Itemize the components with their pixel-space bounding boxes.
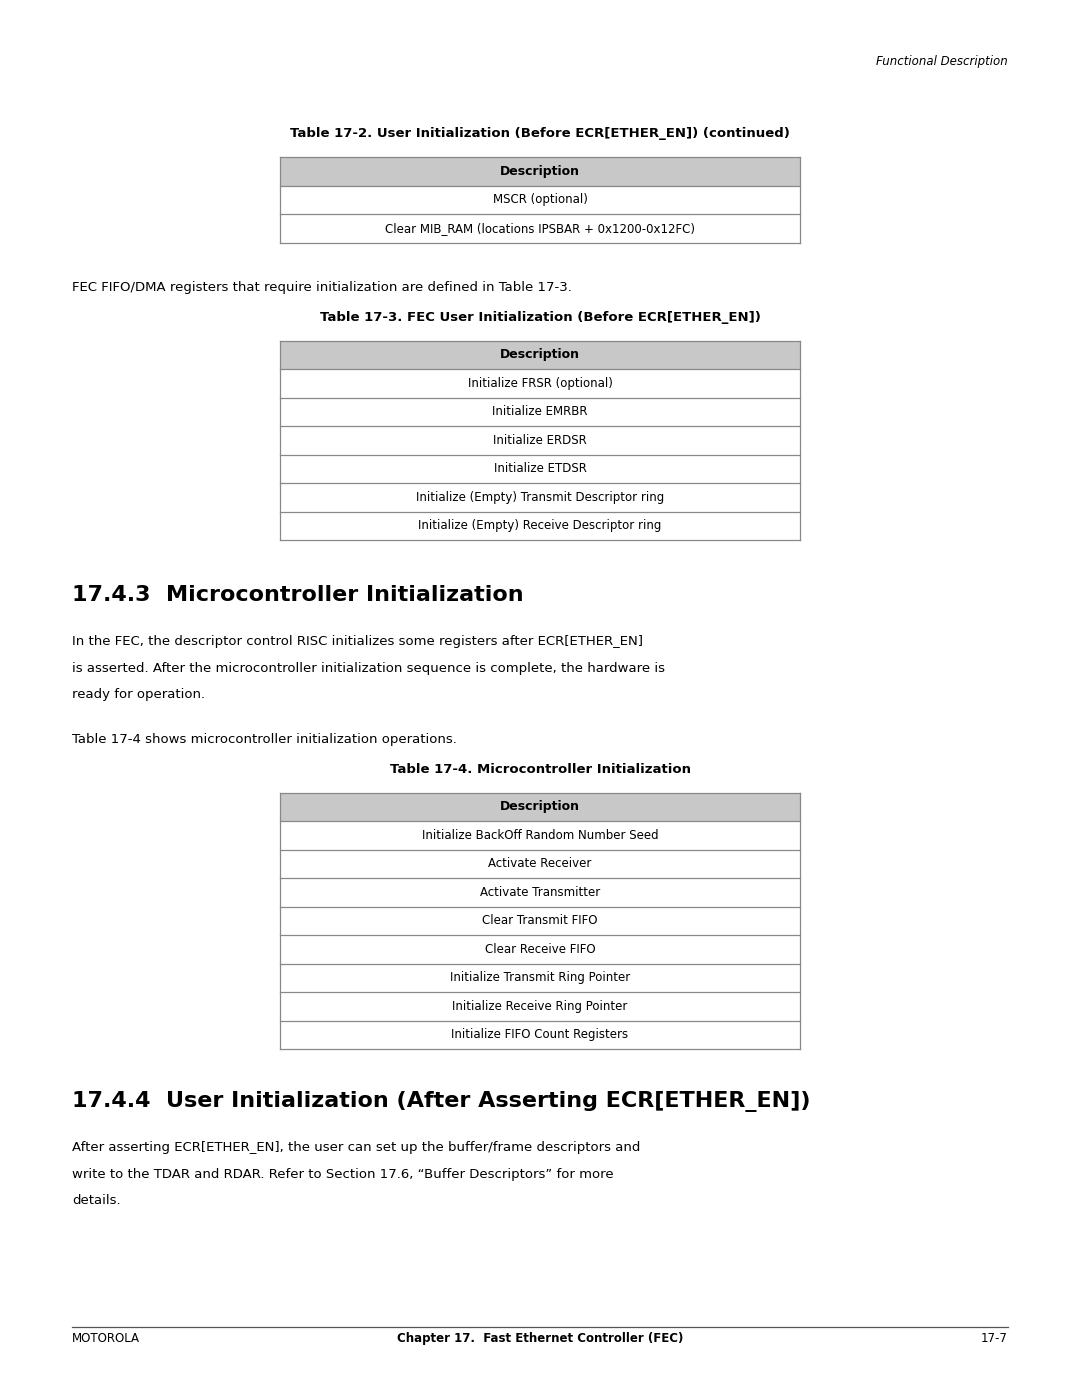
Text: MSCR (optional): MSCR (optional) bbox=[492, 193, 588, 207]
Text: 17.4.4  User Initialization (After Asserting ECR[ETHER_EN]): 17.4.4 User Initialization (After Assert… bbox=[72, 1091, 810, 1112]
Text: Initialize Transmit Ring Pointer: Initialize Transmit Ring Pointer bbox=[450, 971, 630, 985]
Text: Initialize EMRBR: Initialize EMRBR bbox=[492, 405, 588, 418]
Bar bbox=[281, 877, 799, 907]
Bar bbox=[281, 964, 799, 992]
Text: details.: details. bbox=[72, 1194, 121, 1207]
Text: MOTOROLA: MOTOROLA bbox=[72, 1331, 140, 1345]
Text: Description: Description bbox=[500, 800, 580, 813]
Bar bbox=[281, 511, 799, 541]
Bar bbox=[281, 156, 799, 186]
Bar bbox=[281, 454, 799, 483]
Bar bbox=[281, 992, 799, 1020]
Bar bbox=[281, 186, 799, 214]
Text: write to the TDAR and RDAR. Refer to Section 17.6, “Buffer Descriptors” for more: write to the TDAR and RDAR. Refer to Sec… bbox=[72, 1168, 613, 1180]
Text: Table 17-2. User Initialization (Before ECR[ETHER_EN]) (continued): Table 17-2. User Initialization (Before … bbox=[291, 127, 789, 140]
Text: Clear Transmit FIFO: Clear Transmit FIFO bbox=[483, 914, 597, 928]
Text: Table 17-3. FEC User Initialization (Before ECR[ETHER_EN]): Table 17-3. FEC User Initialization (Bef… bbox=[320, 310, 760, 324]
Text: is asserted. After the microcontroller initialization sequence is complete, the : is asserted. After the microcontroller i… bbox=[72, 662, 665, 675]
Bar bbox=[281, 426, 799, 454]
Bar bbox=[281, 398, 799, 426]
Text: FEC FIFO/DMA registers that require initialization are defined in Table 17-3.: FEC FIFO/DMA registers that require init… bbox=[72, 281, 572, 293]
Bar bbox=[281, 341, 799, 369]
Text: Clear Receive FIFO: Clear Receive FIFO bbox=[485, 943, 595, 956]
Text: Table 17-4. Microcontroller Initialization: Table 17-4. Microcontroller Initializati… bbox=[390, 763, 690, 775]
Text: ready for operation.: ready for operation. bbox=[72, 687, 205, 701]
Bar bbox=[281, 935, 799, 964]
Bar bbox=[281, 214, 799, 243]
Bar bbox=[281, 907, 799, 935]
Text: Description: Description bbox=[500, 348, 580, 362]
Text: Chapter 17.  Fast Ethernet Controller (FEC): Chapter 17. Fast Ethernet Controller (FE… bbox=[396, 1331, 684, 1345]
Text: Clear MIB_RAM (locations IPSBAR + 0x1200-0x12FC): Clear MIB_RAM (locations IPSBAR + 0x1200… bbox=[384, 222, 696, 235]
Text: Initialize BackOff Random Number Seed: Initialize BackOff Random Number Seed bbox=[421, 828, 659, 842]
Bar bbox=[281, 821, 799, 849]
Text: Initialize ETDSR: Initialize ETDSR bbox=[494, 462, 586, 475]
Text: Initialize FRSR (optional): Initialize FRSR (optional) bbox=[468, 377, 612, 390]
Text: Initialize FIFO Count Registers: Initialize FIFO Count Registers bbox=[451, 1028, 629, 1041]
Text: 17.4.3  Microcontroller Initialization: 17.4.3 Microcontroller Initialization bbox=[72, 585, 524, 605]
Text: Description: Description bbox=[500, 165, 580, 177]
Text: Initialize Receive Ring Pointer: Initialize Receive Ring Pointer bbox=[453, 1000, 627, 1013]
Text: Initialize (Empty) Receive Descriptor ring: Initialize (Empty) Receive Descriptor ri… bbox=[418, 520, 662, 532]
Text: Activate Receiver: Activate Receiver bbox=[488, 858, 592, 870]
Bar bbox=[281, 369, 799, 398]
Text: Table 17-4 shows microcontroller initialization operations.: Table 17-4 shows microcontroller initial… bbox=[72, 732, 457, 746]
Bar bbox=[281, 792, 799, 821]
Text: Initialize ERDSR: Initialize ERDSR bbox=[494, 433, 586, 447]
Text: 17-7: 17-7 bbox=[981, 1331, 1008, 1345]
Text: After asserting ECR[ETHER_EN], the user can set up the buffer/frame descriptors : After asserting ECR[ETHER_EN], the user … bbox=[72, 1141, 640, 1154]
Bar bbox=[281, 483, 799, 511]
Text: Activate Transmitter: Activate Transmitter bbox=[480, 886, 600, 898]
Text: Functional Description: Functional Description bbox=[876, 54, 1008, 68]
Text: In the FEC, the descriptor control RISC initializes some registers after ECR[ETH: In the FEC, the descriptor control RISC … bbox=[72, 636, 643, 648]
Text: Initialize (Empty) Transmit Descriptor ring: Initialize (Empty) Transmit Descriptor r… bbox=[416, 490, 664, 504]
Bar bbox=[281, 849, 799, 877]
Bar bbox=[281, 1020, 799, 1049]
